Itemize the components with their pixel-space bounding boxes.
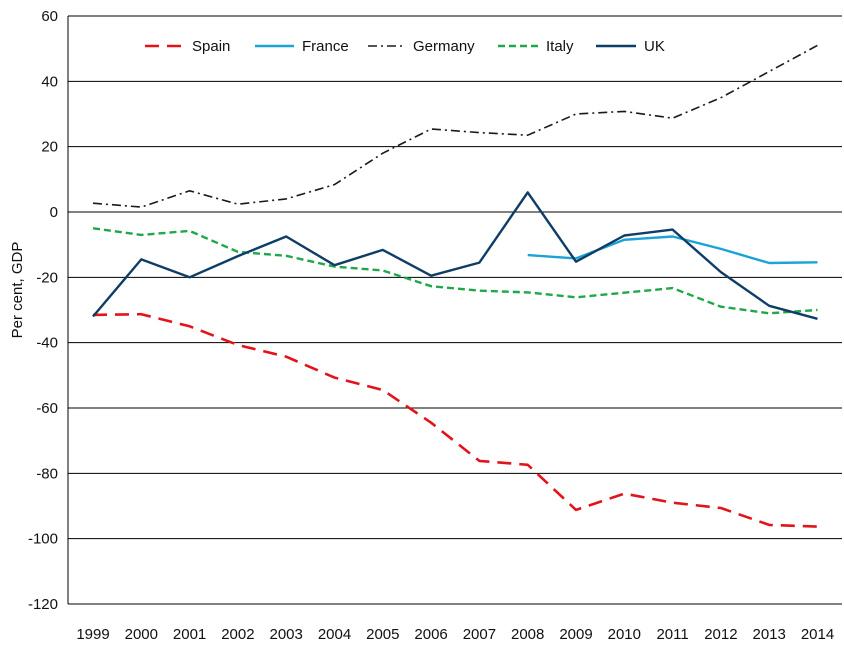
- x-tick-label: 2011: [656, 626, 688, 643]
- series-line-spain: [92, 312, 818, 528]
- y-tick-label: 40: [41, 73, 58, 90]
- y-tick-label: -80: [36, 465, 58, 482]
- x-tick-label: 2009: [559, 626, 592, 643]
- x-tick-label: 2004: [318, 626, 351, 643]
- series-lines: [92, 44, 818, 528]
- x-tick-label: 2005: [366, 626, 399, 643]
- x-tick-label: 1999: [76, 626, 109, 643]
- y-tick-label: -20: [36, 269, 58, 286]
- y-tick-label: 20: [41, 139, 58, 156]
- y-tick-label: -100: [28, 531, 58, 548]
- legend-label-italy: Italy: [546, 38, 574, 55]
- gridlines: [68, 15, 842, 605]
- x-tick-label: 2000: [125, 626, 158, 643]
- x-tick-label: 2008: [511, 626, 544, 643]
- x-tick-label: 2012: [704, 626, 737, 643]
- x-tick-label: 2003: [270, 626, 303, 643]
- y-tick-label: 0: [50, 204, 58, 221]
- legend-label-spain: Spain: [192, 38, 230, 55]
- x-tick-label: 2001: [173, 626, 206, 643]
- x-tick-label: 2002: [221, 626, 254, 643]
- y-axis-label: Per cent, GDP: [9, 242, 26, 339]
- x-tick-label: 2007: [463, 626, 496, 643]
- series-line-france: [527, 235, 818, 265]
- x-tick-label: 2014: [801, 626, 834, 643]
- legend-label-france: France: [302, 38, 349, 55]
- tick-labels: 60 40 20 0 -20 -40 -60 -80 -100 -120 1999 2000 2001 2…: [28, 8, 834, 643]
- legend: Spain France Germany Italy UK: [145, 38, 665, 55]
- legend-label-germany: Germany: [413, 38, 475, 55]
- y-tick-label: 60: [41, 8, 58, 25]
- legend-label-uk: UK: [644, 38, 665, 55]
- y-tick-label: -40: [36, 335, 58, 352]
- x-tick-label: 2013: [753, 626, 786, 643]
- y-tick-label: -60: [36, 400, 58, 417]
- y-tick-label: -120: [28, 596, 58, 613]
- x-tick-label: 2006: [414, 626, 447, 643]
- x-tick-label: 2010: [608, 626, 641, 643]
- series-line-uk: [92, 191, 818, 320]
- series-line-italy: [92, 227, 818, 315]
- series-line-germany: [92, 44, 818, 208]
